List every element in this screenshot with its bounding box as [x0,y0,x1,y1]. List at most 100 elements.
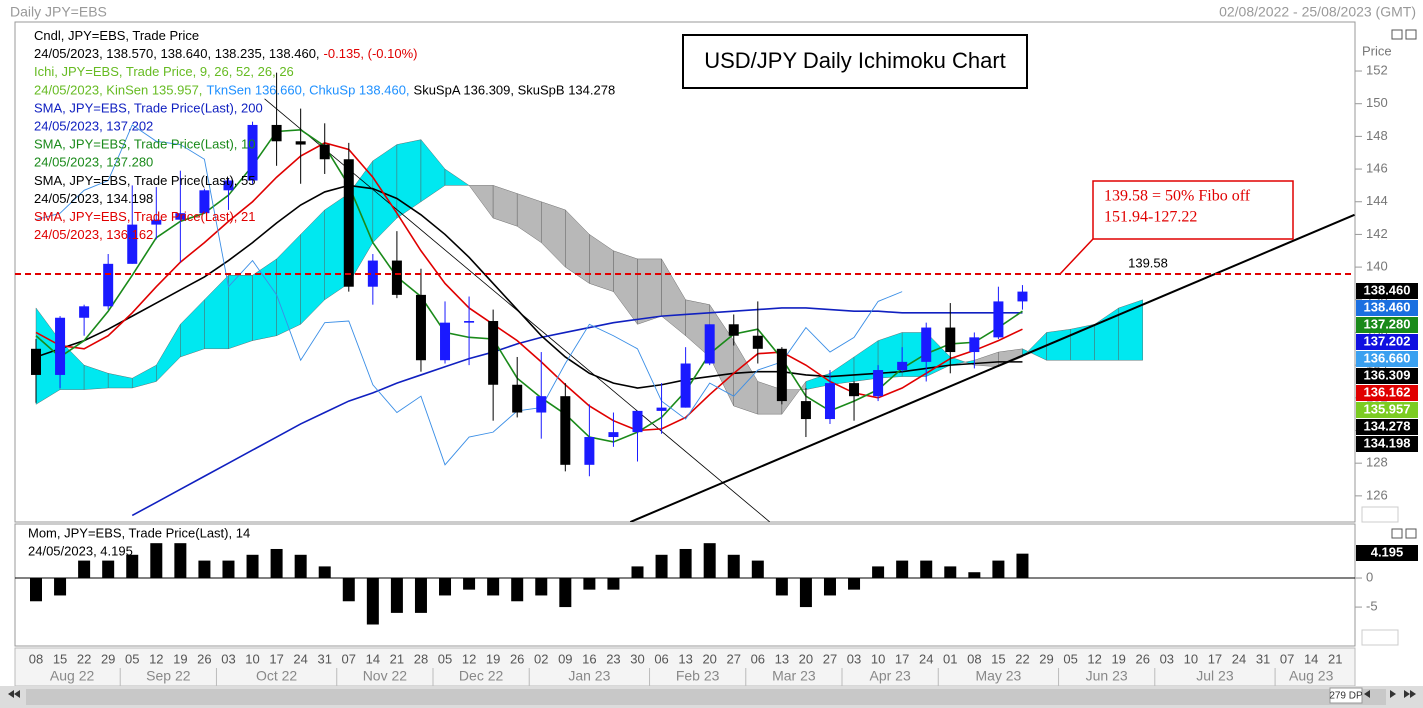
price-tag-label: 135.957 [1364,401,1411,416]
x-tick-label: 24 [293,651,307,666]
momentum-tag [1356,545,1418,561]
x-tick-label: 30 [630,651,644,666]
x-tick-label: 12 [149,651,163,666]
momentum-bar [896,560,909,579]
candle-body [55,317,66,375]
x-tick-label: 10 [871,651,885,666]
x-tick-label: 13 [775,651,789,666]
price-plot [15,72,1355,522]
candle-body [897,361,908,371]
candle-body [464,321,475,323]
scroll-thumb[interactable] [26,689,1386,705]
momentum-bar [751,560,764,579]
legend-text: SkuSpA 136.309, SkuSpB 134.278 [414,83,616,98]
scroll-arrows[interactable] [8,690,1416,698]
x-tick-label: 09 [558,651,572,666]
momentum-bar [848,578,861,590]
x-tick-label: 07 [1280,651,1294,666]
price-tag [1356,436,1418,452]
momentum-bar [294,554,307,579]
x-tick-label: 19 [173,651,187,666]
x-tick-label: 31 [1256,651,1270,666]
y-tick-label: -5 [1366,599,1378,614]
momentum-bar [703,543,716,579]
price-tag-label: 138.460 [1364,299,1411,314]
legend-line: SMA, JPY=EBS, Trade Price(Last), 200 [34,101,263,116]
x-tick-label: 01 [943,651,957,666]
momentum-bar [823,578,836,596]
annotation-leader [1059,238,1094,275]
momentum-bar [78,560,91,579]
scroll-label: 279 DP [1329,691,1363,702]
indicator-line [35,129,1023,443]
candle-body [632,410,643,433]
x-tick-label: 05 [438,651,452,666]
momentum-legend: 24/05/2023, 4.195 [28,543,133,558]
price-tag [1356,283,1418,299]
title-box [682,34,1028,89]
price-tag [1356,385,1418,401]
scroll-label-box [1329,687,1363,704]
momentum-bar [655,554,668,579]
x-tick-label: 10 [1184,651,1198,666]
price-tag-label: 134.278 [1364,418,1411,433]
time-axis [14,647,1356,687]
legend-line: SMA, JPY=EBS, Trade Price(Last), 55 [34,173,255,188]
month-label: Aug 22 [50,668,95,684]
momentum-bar [775,578,788,596]
candle-body [319,144,330,160]
candle-body [79,306,90,318]
panel-buttons[interactable] [1391,29,1417,539]
x-tick-label: 02 [534,651,548,666]
x-tick-label: 27 [823,651,837,666]
window-title: Daily JPY=EBS [10,4,107,20]
candle-body [969,337,980,353]
momentum-bar [944,566,957,579]
month-label: Apr 23 [870,668,911,684]
month-label: Nov 22 [363,668,408,684]
momentum-bar [150,543,163,579]
candle-body [271,124,282,142]
x-tick-label: 23 [606,651,620,666]
momentum-bar [126,554,139,579]
legend-text: 24/05/2023, 138.570, 138.640, 138.235, 1… [34,47,320,62]
legend-text: 24/05/2023, 134.198 [34,191,153,206]
candle-body [656,407,667,411]
price-tag [1356,351,1418,367]
x-tick-label: 19 [486,651,500,666]
month-label: Feb 23 [676,668,720,684]
momentum-bar [727,554,740,579]
momentum-bar [198,560,211,579]
fibo-label: 139.58 [1128,255,1168,270]
candle-body [247,124,258,181]
x-tick-label: 05 [125,651,139,666]
momentum-bar [54,578,67,596]
x-tick-label: 05 [1063,651,1077,666]
candle-body [103,263,114,307]
legend-text: Cndl, JPY=EBS, Trade Price [34,28,199,43]
cloud-segment [1118,299,1143,361]
auto-button[interactable] [1361,629,1399,646]
candle-body [151,219,162,225]
candle-body [175,213,186,220]
indicator-line [131,307,1023,517]
x-tick-label: 28 [414,651,428,666]
annotation-text: 151.94-127.22 [1104,209,1197,226]
auto-button[interactable] [1361,506,1399,523]
price-tag [1356,300,1418,316]
legend-text: SMA, JPY=EBS, Trade Price(Last), 21 [34,209,255,224]
x-tick-label: 06 [654,651,668,666]
candle-body [199,190,210,214]
momentum-bar [920,560,933,579]
candle-body [415,294,426,361]
y-tick-label: 152 [1366,62,1388,77]
price-tag-label: 137.202 [1364,333,1411,348]
cloud-segment [228,275,253,350]
month-label: May 23 [975,668,1021,684]
cloud-segment [637,258,662,325]
annotation-box [1092,180,1294,240]
x-tick-label: 03 [847,651,861,666]
candle-body [343,159,354,287]
annotation-text: 139.58 = 50% Fibo off [1104,188,1251,205]
